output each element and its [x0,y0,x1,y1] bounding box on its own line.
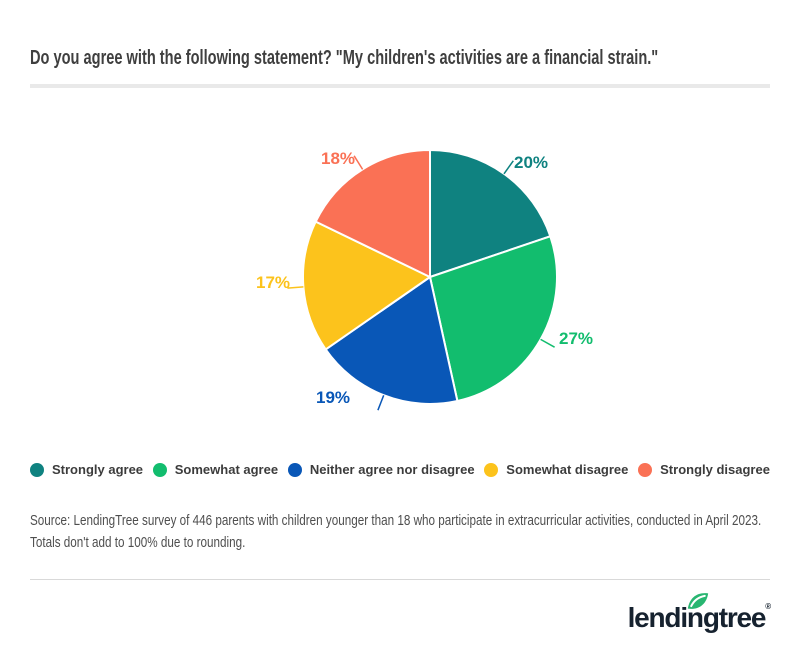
chart-legend: Strongly agree Somewhat agree Neither agre… [30,462,770,477]
pie-slice-somewhat-disagree [302,220,432,351]
registered-trademark-icon: ® [765,602,771,611]
legend-item-somewhat-agree: Somewhat agree [152,462,279,477]
legend-label: Somewhat disagree [506,462,629,477]
legend-item-neither-agree-nor-disagree: Neither agree nor disagree [287,462,475,477]
legend-label: Strongly agree [52,462,144,477]
leaf-icon [687,593,709,609]
label-leader-line-strongly-disagree [353,155,364,170]
infographic: Do you agree with the following statemen… [30,47,771,634]
logo-row: lendingtree® [30,593,771,634]
legend-swatch-somewhat-disagree [484,462,499,477]
label-leader-line-somewhat-agree [540,338,555,348]
footer-divider [30,579,770,580]
legend-item-somewhat-disagree: Somewhat disagree [484,462,628,477]
label-leader-line-somewhat-disagree [287,286,304,289]
pie-slice-strongly-agree [429,148,552,279]
legend-swatch-strongly-agree [30,462,44,477]
label-leader-line-neither-agree-nor-disagree [377,395,385,411]
legend-item-strongly-disagree: Strongly disagree [638,462,770,477]
legend-label: Strongly disagree [660,462,770,477]
pie-value-label-somewhat-agree: 27% [559,329,593,348]
chart-title: Do you agree with the following statemen… [30,47,659,69]
legend-swatch-strongly-disagree [638,462,653,477]
legend-swatch-somewhat-agree [152,462,167,477]
legend-item-strongly-agree: Strongly agree [30,462,143,477]
legend-swatch-neither-agree-nor-disagree [287,462,302,477]
pie-slice-neither-agree-nor-disagree [324,275,459,405]
legend-label: Neither agree nor disagree [309,462,475,477]
pie-value-label-somewhat-disagree: 17% [256,273,290,292]
pie-value-label-strongly-disagree: 18% [321,149,355,168]
title-divider [30,84,770,88]
pie-chart: 20% 27% 19% 17% 18% [256,148,593,411]
pie-slice-somewhat-agree [428,235,558,403]
lendingtree-logo: lendingtree® [628,593,771,634]
pie-value-label-strongly-agree: 20% [514,153,548,172]
legend-label: Somewhat agree [174,462,279,477]
source-note: Source: LendingTree survey of 446 parent… [30,513,762,551]
label-leader-line-strongly-agree [503,160,514,175]
pie-value-label-neither-agree-nor-disagree: 19% [316,388,350,407]
